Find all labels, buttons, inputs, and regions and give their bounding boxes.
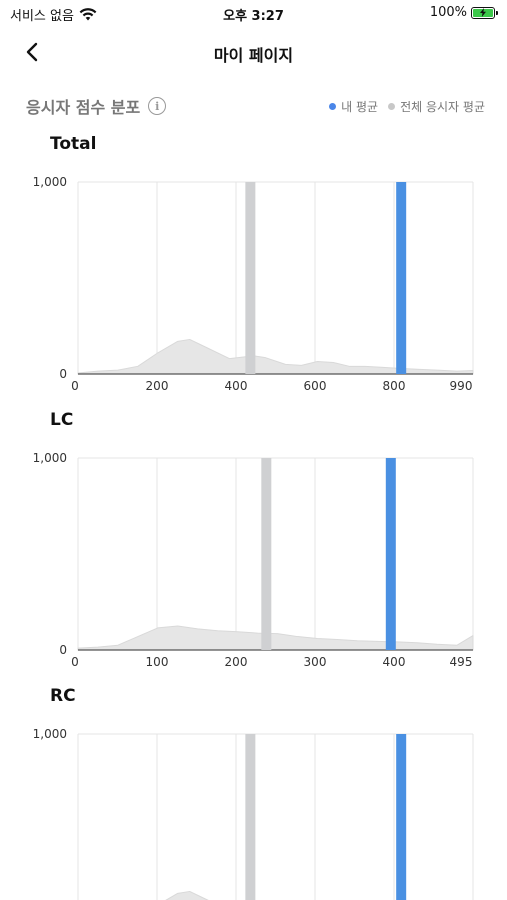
legend-dot-mine: [329, 103, 337, 110]
section-title-row: 응시자 점수 분포 i: [26, 94, 167, 118]
y-tick-label: 1,000: [33, 175, 67, 189]
x-tick-label: 200: [225, 655, 248, 666]
wifi-icon: [79, 8, 97, 21]
carrier-label: 서비스 없음: [10, 9, 74, 24]
status-right: 100%: [429, 5, 498, 20]
y-tick-label: 0: [59, 643, 67, 657]
page-title: 마이 페이지: [213, 46, 294, 65]
chart-lc: 1,000 00 100 200 300 400 495: [33, 451, 474, 666]
info-icon[interactable]: i: [148, 97, 167, 115]
chart-title-rc: RC: [50, 686, 76, 706]
status-left: 서비스 없음: [10, 5, 97, 24]
chart-title-total: Total: [50, 134, 97, 154]
y-tick-label: 1,000: [33, 451, 67, 465]
chart-legend: 내 평균 전체 응시자 평균: [329, 98, 485, 115]
legend-label-overall: 전체 응시자 평균: [400, 100, 485, 114]
section-title: 응시자 점수 분포: [26, 98, 141, 117]
x-tick-label: 0: [71, 655, 79, 666]
x-tick-label: 100: [146, 655, 169, 666]
legend-item-mine: 내 평균: [329, 98, 378, 115]
chart-total: 1,000 00 200 400 600 800 990: [33, 175, 474, 390]
distribution-area: [165, 890, 209, 900]
x-tick-label: 200: [146, 379, 169, 390]
battery-percent: 100%: [429, 5, 467, 20]
x-tick-label: 0: [71, 379, 79, 390]
x-tick-label: 400: [225, 379, 248, 390]
back-button[interactable]: [18, 38, 46, 66]
x-tick-label: 990: [450, 379, 473, 390]
x-tick-label: 600: [304, 379, 327, 390]
my-average-bar: [396, 182, 407, 374]
legend-item-overall: 전체 응시자 평균: [388, 98, 485, 115]
status-time: 오후 3:27: [223, 9, 284, 24]
legend-label-mine: 내 평균: [341, 100, 379, 114]
x-tick-label: 400: [383, 655, 406, 666]
x-tick-label: 300: [304, 655, 327, 666]
y-tick-label: 1,000: [33, 727, 67, 741]
overall-average-bar: [245, 734, 256, 900]
legend-dot-overall: [388, 103, 396, 110]
nav-bar: 마이 페이지: [0, 32, 507, 72]
my-average-bar: [385, 458, 396, 650]
overall-average-bar: [245, 182, 256, 374]
overall-average-bar: [261, 458, 272, 650]
distribution-area: [77, 625, 474, 651]
lightning-icon: [480, 8, 486, 17]
chart-title-lc: LC: [50, 410, 74, 430]
distribution-area: [77, 338, 474, 375]
chevron-left-icon: [26, 42, 38, 62]
x-tick-label: 800: [383, 379, 406, 390]
status-bar: 서비스 없음 오후 3:27 100%: [0, 0, 507, 28]
battery-charging-fill: [473, 8, 493, 17]
my-average-bar: [396, 734, 407, 900]
section-header: 응시자 점수 분포 i 내 평균 전체 응시자 평균: [26, 92, 485, 118]
battery-icon: [471, 6, 498, 19]
y-tick-label: 0: [59, 367, 67, 381]
x-tick-label: 495: [450, 655, 473, 666]
